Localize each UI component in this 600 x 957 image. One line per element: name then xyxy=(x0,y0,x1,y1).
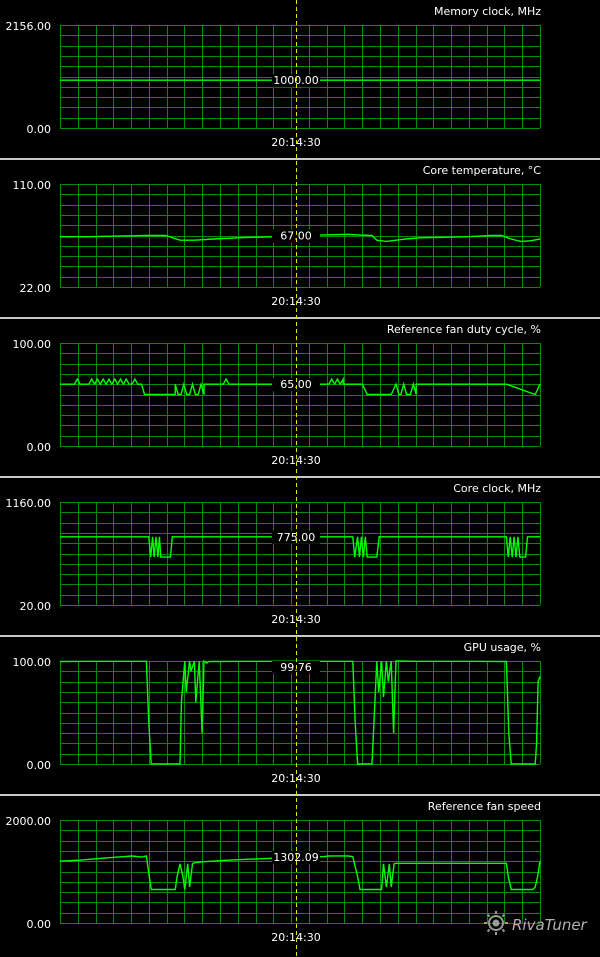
cursor-value-backdrop xyxy=(272,530,320,544)
series-line xyxy=(59,659,541,765)
y-min-label: 0.00 xyxy=(27,759,52,772)
chart-grid xyxy=(60,343,541,447)
panel-separator xyxy=(0,635,600,637)
y-max-label: 2156.00 xyxy=(6,20,52,33)
y-min-label: 0.00 xyxy=(27,441,52,454)
panel-separator xyxy=(0,317,600,319)
cursor-value-backdrop xyxy=(272,378,320,392)
chart-grid xyxy=(60,502,541,606)
panel-separator xyxy=(0,476,600,478)
cursor-value-backdrop xyxy=(272,229,320,243)
chart-title: Core temperature, °C xyxy=(423,164,542,177)
panel-separator xyxy=(0,794,600,796)
y-min-label: 22.00 xyxy=(20,282,52,295)
chart-title: Memory clock, MHz xyxy=(434,5,541,18)
series-line xyxy=(60,376,541,396)
chart-panel: 1302.09Reference fan speed2000.000.0020:… xyxy=(0,794,600,944)
cursor-value-label: 65.00 xyxy=(280,378,312,391)
y-max-label: 2000.00 xyxy=(6,815,52,828)
chart-grid xyxy=(60,661,541,765)
y-min-label: 0.00 xyxy=(27,123,52,136)
chart-title: Core clock, MHz xyxy=(453,482,541,495)
chart-title: GPU usage, % xyxy=(464,641,541,654)
series-line xyxy=(60,536,540,558)
panel-separator xyxy=(0,158,600,160)
cursor-value-label: 67.00 xyxy=(280,230,312,243)
logo-text: RivaTuner xyxy=(512,916,588,934)
y-min-label: 0.00 xyxy=(27,918,52,931)
y-max-label: 100.00 xyxy=(13,656,52,669)
chart-panel: 1000.00Memory clock, MHz2156.000.0020:14… xyxy=(6,5,542,149)
cursor-time-label: 20:14:30 xyxy=(271,931,320,944)
chart-panel: 65.00 Reference fan duty cycle, % 100.00 0.… xyxy=(0,317,600,467)
y-min-label: 20.00 xyxy=(20,600,52,613)
y-max-label: 110.00 xyxy=(13,179,52,192)
y-max-label: 100.00 xyxy=(13,338,52,351)
cursor-value-label: 775.00 xyxy=(277,531,316,544)
series-line xyxy=(60,233,541,243)
y-max-label: 1160.00 xyxy=(6,497,52,510)
rivatuner-logo: RivaTuner xyxy=(484,911,588,935)
chart-title: Reference fan speed xyxy=(428,800,541,813)
gear-icon xyxy=(484,911,508,935)
series-line xyxy=(59,855,541,891)
chart-title: Reference fan duty cycle, % xyxy=(387,323,541,336)
chart-grid xyxy=(60,820,541,924)
cursor-time-label: 20:14:30 xyxy=(271,454,320,467)
